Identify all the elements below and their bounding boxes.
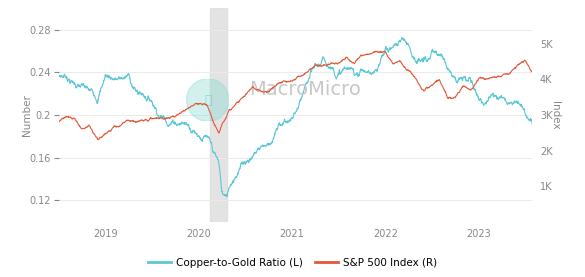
Y-axis label: Number: Number xyxy=(22,94,32,136)
Text: MacroMicro: MacroMicro xyxy=(249,80,361,99)
Bar xyxy=(210,8,227,222)
Y-axis label: Index: Index xyxy=(550,101,560,129)
Legend: Copper-to-Gold Ratio (L), S&P 500 Index (R): Copper-to-Gold Ratio (L), S&P 500 Index … xyxy=(143,253,442,272)
